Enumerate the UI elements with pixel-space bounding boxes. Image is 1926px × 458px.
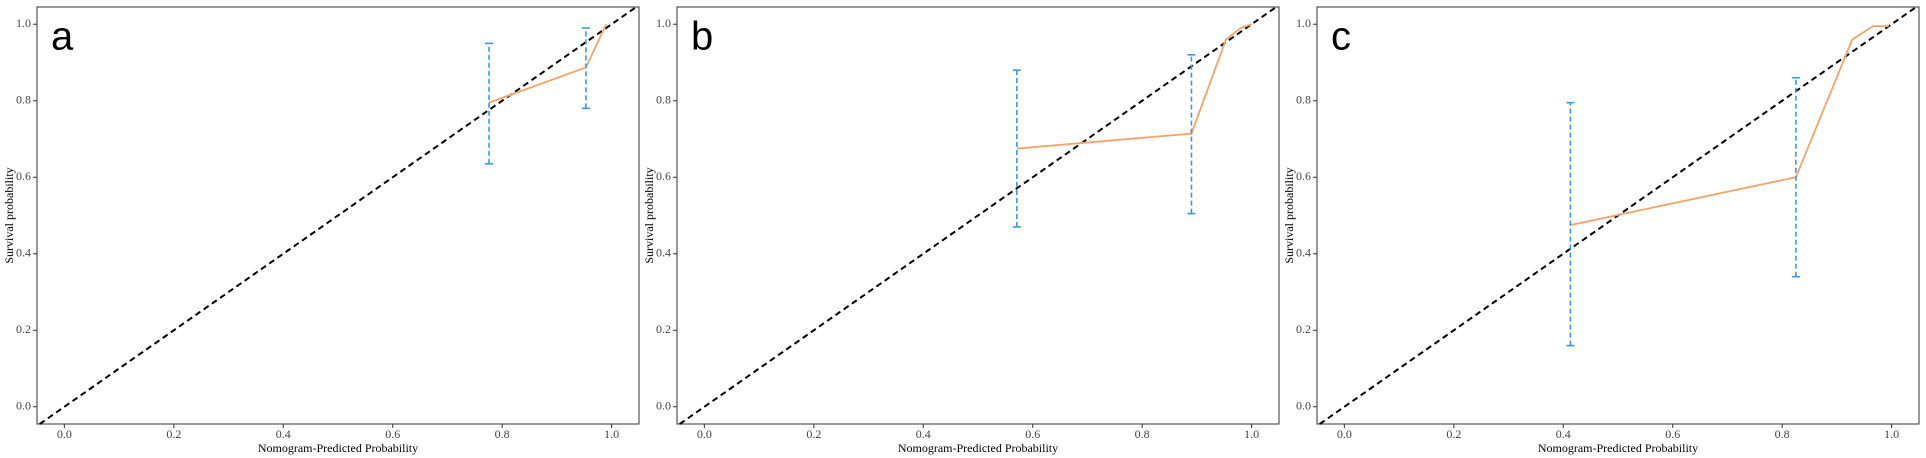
- y-tick-label: 1.0: [16, 16, 31, 30]
- plot-frame: [676, 6, 1280, 425]
- x-tick-label: 0.6: [1025, 427, 1040, 441]
- error-bar: [485, 42, 494, 165]
- error-bar: [1566, 101, 1575, 347]
- x-tick-label: 1.0: [1884, 427, 1899, 441]
- error-bar: [1791, 76, 1800, 278]
- x-tick-label: 0.6: [1665, 427, 1680, 441]
- x-tick-label: 1.0: [1244, 427, 1259, 441]
- panel-label: c: [1331, 15, 1351, 59]
- x-tick-label: 0.4: [916, 427, 931, 441]
- calibration-line: [1016, 23, 1252, 150]
- y-axis-title: Survival probability: [1282, 167, 1296, 263]
- reference-diagonal: [679, 6, 1277, 425]
- reference-diagonal: [39, 6, 637, 425]
- y-tick-label: 0.6: [656, 169, 671, 183]
- x-axis-title: Nomogram-Predicted Probability: [898, 441, 1058, 455]
- y-tick-label: 0.0: [1296, 399, 1311, 413]
- x-tick-label: 0.2: [1446, 427, 1461, 441]
- y-tick-label: 0.2: [1296, 322, 1311, 336]
- y-axis-title: Survival probability: [2, 167, 16, 263]
- y-tick-label: 1.0: [1296, 16, 1311, 30]
- x-tick-label: 0.0: [57, 427, 72, 441]
- panel-label: b: [691, 15, 713, 59]
- y-tick-label: 0.8: [656, 92, 671, 106]
- y-tick-label: 0.8: [1296, 92, 1311, 106]
- calibration-line: [488, 23, 607, 104]
- x-tick-label: 0.8: [1775, 427, 1790, 441]
- y-tick-label: 0.0: [16, 399, 31, 413]
- y-tick-label: 0.6: [1296, 169, 1311, 183]
- y-tick-label: 0.4: [1296, 246, 1311, 260]
- y-tick-label: 0.0: [656, 399, 671, 413]
- x-tick-label: 0.2: [166, 427, 181, 441]
- plot-frame: [36, 6, 640, 425]
- error-bar: [581, 27, 590, 110]
- y-axis-title: Survival probability: [642, 167, 656, 263]
- y-tick-label: 0.4: [16, 246, 31, 260]
- y-tick-label: 0.2: [16, 322, 31, 336]
- plot-frame: [1316, 6, 1920, 425]
- x-tick-label: 0.6: [385, 427, 400, 441]
- y-tick-label: 0.6: [16, 169, 31, 183]
- x-tick-label: 0.0: [1337, 427, 1352, 441]
- panel-label: a: [51, 15, 74, 59]
- error-bar: [1012, 69, 1021, 228]
- y-tick-label: 0.8: [16, 92, 31, 106]
- x-tick-label: 0.4: [1556, 427, 1571, 441]
- x-tick-label: 0.8: [495, 427, 510, 441]
- y-tick-label: 0.2: [656, 322, 671, 336]
- x-axis-title: Nomogram-Predicted Probability: [258, 441, 418, 455]
- x-tick-label: 0.8: [1135, 427, 1150, 441]
- y-tick-label: 0.4: [656, 246, 671, 260]
- calibration-line: [1570, 25, 1889, 226]
- x-axis-title: Nomogram-Predicted Probability: [1538, 441, 1698, 455]
- y-tick-label: 1.0: [656, 16, 671, 30]
- x-tick-label: 0.2: [806, 427, 821, 441]
- error-bar: [1187, 54, 1196, 215]
- x-tick-label: 0.0: [697, 427, 712, 441]
- x-tick-label: 0.4: [276, 427, 291, 441]
- x-tick-label: 1.0: [604, 427, 619, 441]
